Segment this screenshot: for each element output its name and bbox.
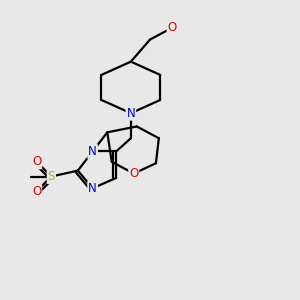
Text: N: N [88, 182, 97, 195]
Text: N: N [88, 145, 97, 158]
Text: O: O [167, 21, 177, 34]
Text: N: N [127, 107, 135, 120]
Text: O: O [32, 155, 41, 168]
Text: O: O [129, 167, 138, 180]
Text: S: S [48, 170, 55, 183]
Text: O: O [32, 185, 41, 198]
